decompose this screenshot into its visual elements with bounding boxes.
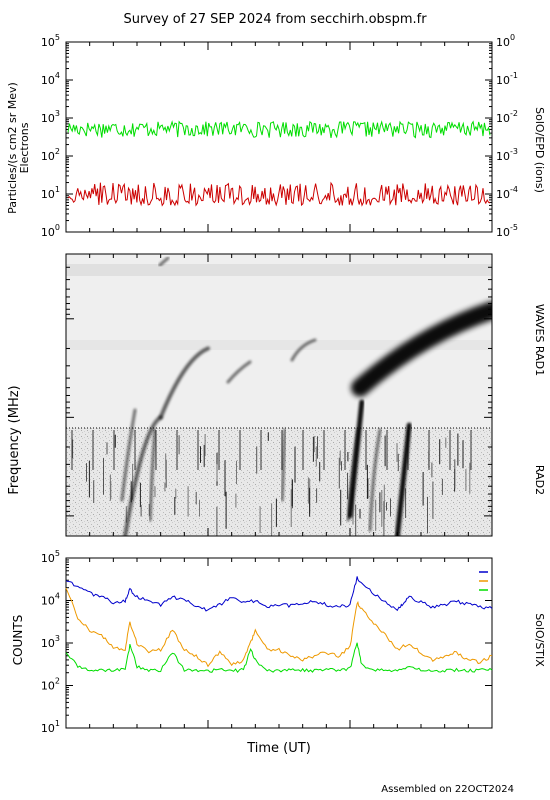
waves-burst <box>148 428 157 522</box>
stix-y-tick-label-exponent: 4 <box>55 592 60 601</box>
stix-y-tick-label: 103 <box>41 634 60 650</box>
stix-y-tick-label-exponent: 3 <box>55 634 60 643</box>
stix-series-group <box>65 576 493 674</box>
epd-y-tick-label: 104 <box>41 71 60 87</box>
stix-frame <box>65 557 493 729</box>
epd-y-tick-label: 101 <box>41 185 60 201</box>
epd-y-tick-label-base: 10 <box>41 188 55 201</box>
waves-right-label-rad2: RAD2 <box>533 465 546 495</box>
stix-series-line <box>65 576 493 612</box>
epd-y2-tick-label-base: 10 <box>496 112 510 125</box>
waves-x-ticks <box>65 254 493 536</box>
stix-y-tick-label-base: 10 <box>41 595 55 608</box>
stix-y-tick-label-base: 10 <box>41 552 55 565</box>
epd-y-tick-label: 103 <box>41 109 60 125</box>
waves-panel: Frequency (MHz) WAVES RAD1 RAD2 <box>7 253 546 537</box>
epd-y2-tick-label: 10-4 <box>496 185 518 201</box>
epd-y2-tick-label-exponent: -4 <box>510 185 518 194</box>
waves-burst <box>394 422 412 536</box>
stix-y-tick-label-exponent: 5 <box>55 549 60 558</box>
epd-y-tick-label-exponent: 0 <box>55 223 60 232</box>
waves-burst <box>226 360 252 384</box>
footer-note: Assembled on 22OCT2024 <box>381 784 514 795</box>
epd-y2-tick-label: 10-5 <box>496 223 518 239</box>
epd-y2-tick-label: 10-1 <box>496 71 518 87</box>
epd-y-tick-label-exponent: 1 <box>55 185 60 194</box>
epd-right-label: SolO/EPD (ions) <box>533 107 546 193</box>
epd-y2-tick-label-base: 10 <box>496 188 510 201</box>
epd-ylabel-2: Electrons <box>18 122 31 173</box>
epd-y-tick-label-exponent: 5 <box>55 33 60 42</box>
waves-ylabel: Frequency (MHz) <box>7 385 22 494</box>
waves-bursts <box>120 256 492 536</box>
stix-x-axis <box>65 558 493 728</box>
epd-y-tick-label-exponent: 4 <box>55 71 60 80</box>
epd-y-tick-label: 102 <box>41 147 60 163</box>
waves-burst <box>347 399 365 519</box>
epd-ylabel-1: Particles/(s cm2 sr Mev) <box>6 82 19 214</box>
epd-y-tick-label-base: 10 <box>41 150 55 163</box>
waves-burst <box>158 346 210 420</box>
stix-y-tick-label-base: 10 <box>41 722 55 735</box>
epd-y2-tick-label-base: 10 <box>496 150 510 163</box>
epd-x-ticks <box>65 42 493 232</box>
waves-y-axis <box>66 266 492 517</box>
epd-series-line <box>67 120 491 139</box>
epd-y-tick-label: 100 <box>41 223 60 239</box>
epd-y2-tick-label-base: 10 <box>496 226 510 239</box>
epd-y-tick-label-base: 10 <box>41 36 55 49</box>
stix-y-tick-label-base: 10 <box>41 637 55 650</box>
waves-band <box>66 264 492 276</box>
stix-right-label: SolO/STIX <box>533 613 546 667</box>
waves-burst <box>290 338 317 362</box>
epd-frame <box>65 41 493 233</box>
epd-y2-tick-label: 100 <box>496 33 515 49</box>
waves-burst <box>351 301 492 397</box>
epd-series-group <box>67 120 491 207</box>
epd-y2-tick-label-base: 10 <box>496 36 510 49</box>
waves-burst <box>120 408 137 502</box>
epd-y2-tick-label-exponent: -1 <box>510 71 518 80</box>
waves-burst <box>158 256 170 267</box>
epd-y2-tick-label-exponent: -3 <box>510 147 518 156</box>
epd-y2-tick-label-exponent: -5 <box>510 223 518 232</box>
figure-title: Survey of 27 SEP 2024 from secchirh.obsp… <box>123 12 427 27</box>
epd-y-tick-label-base: 10 <box>41 74 55 87</box>
stix-y-tick-label-exponent: 1 <box>55 719 60 728</box>
stix-ylabel: COUNTS <box>11 615 25 666</box>
epd-y2-tick-label: 10-2 <box>496 109 518 125</box>
epd-y-tick-label: 105 <box>41 33 60 49</box>
epd-y2-tick-label-base: 10 <box>496 74 510 87</box>
epd-series-line <box>67 181 491 207</box>
epd-y-tick-label-exponent: 2 <box>55 147 60 156</box>
stix-series-line <box>65 587 493 668</box>
waves-burst <box>368 428 382 532</box>
stix-legend <box>479 571 488 591</box>
epd-y-tick-label-base: 10 <box>41 112 55 125</box>
epd-y2-tick-label: 10-3 <box>496 147 518 163</box>
epd-y-tick-label-exponent: 3 <box>55 109 60 118</box>
waves-burst <box>123 415 163 536</box>
stix-y-tick-label-base: 10 <box>41 680 55 693</box>
epd-y-tick-label-base: 10 <box>41 226 55 239</box>
stix-y-tick-label-exponent: 2 <box>55 677 60 686</box>
waves-burst <box>280 428 287 502</box>
epd-y2-tick-label-exponent: 0 <box>510 33 515 42</box>
epd-y2-tick-label-exponent: -2 <box>510 109 518 118</box>
stix-xlabel: Time (UT) <box>246 741 311 756</box>
stix-series-line <box>65 642 493 674</box>
waves-right-label-rad1: WAVES RAD1 <box>533 304 546 376</box>
stix-y-tick-label: 101 <box>41 719 60 735</box>
waves-burst <box>346 428 360 522</box>
stix-y-tick-label: 105 <box>41 549 60 565</box>
waves-band <box>66 340 492 350</box>
stix-y-tick-label: 102 <box>41 677 60 693</box>
stix-y-tick-label: 104 <box>41 592 60 608</box>
